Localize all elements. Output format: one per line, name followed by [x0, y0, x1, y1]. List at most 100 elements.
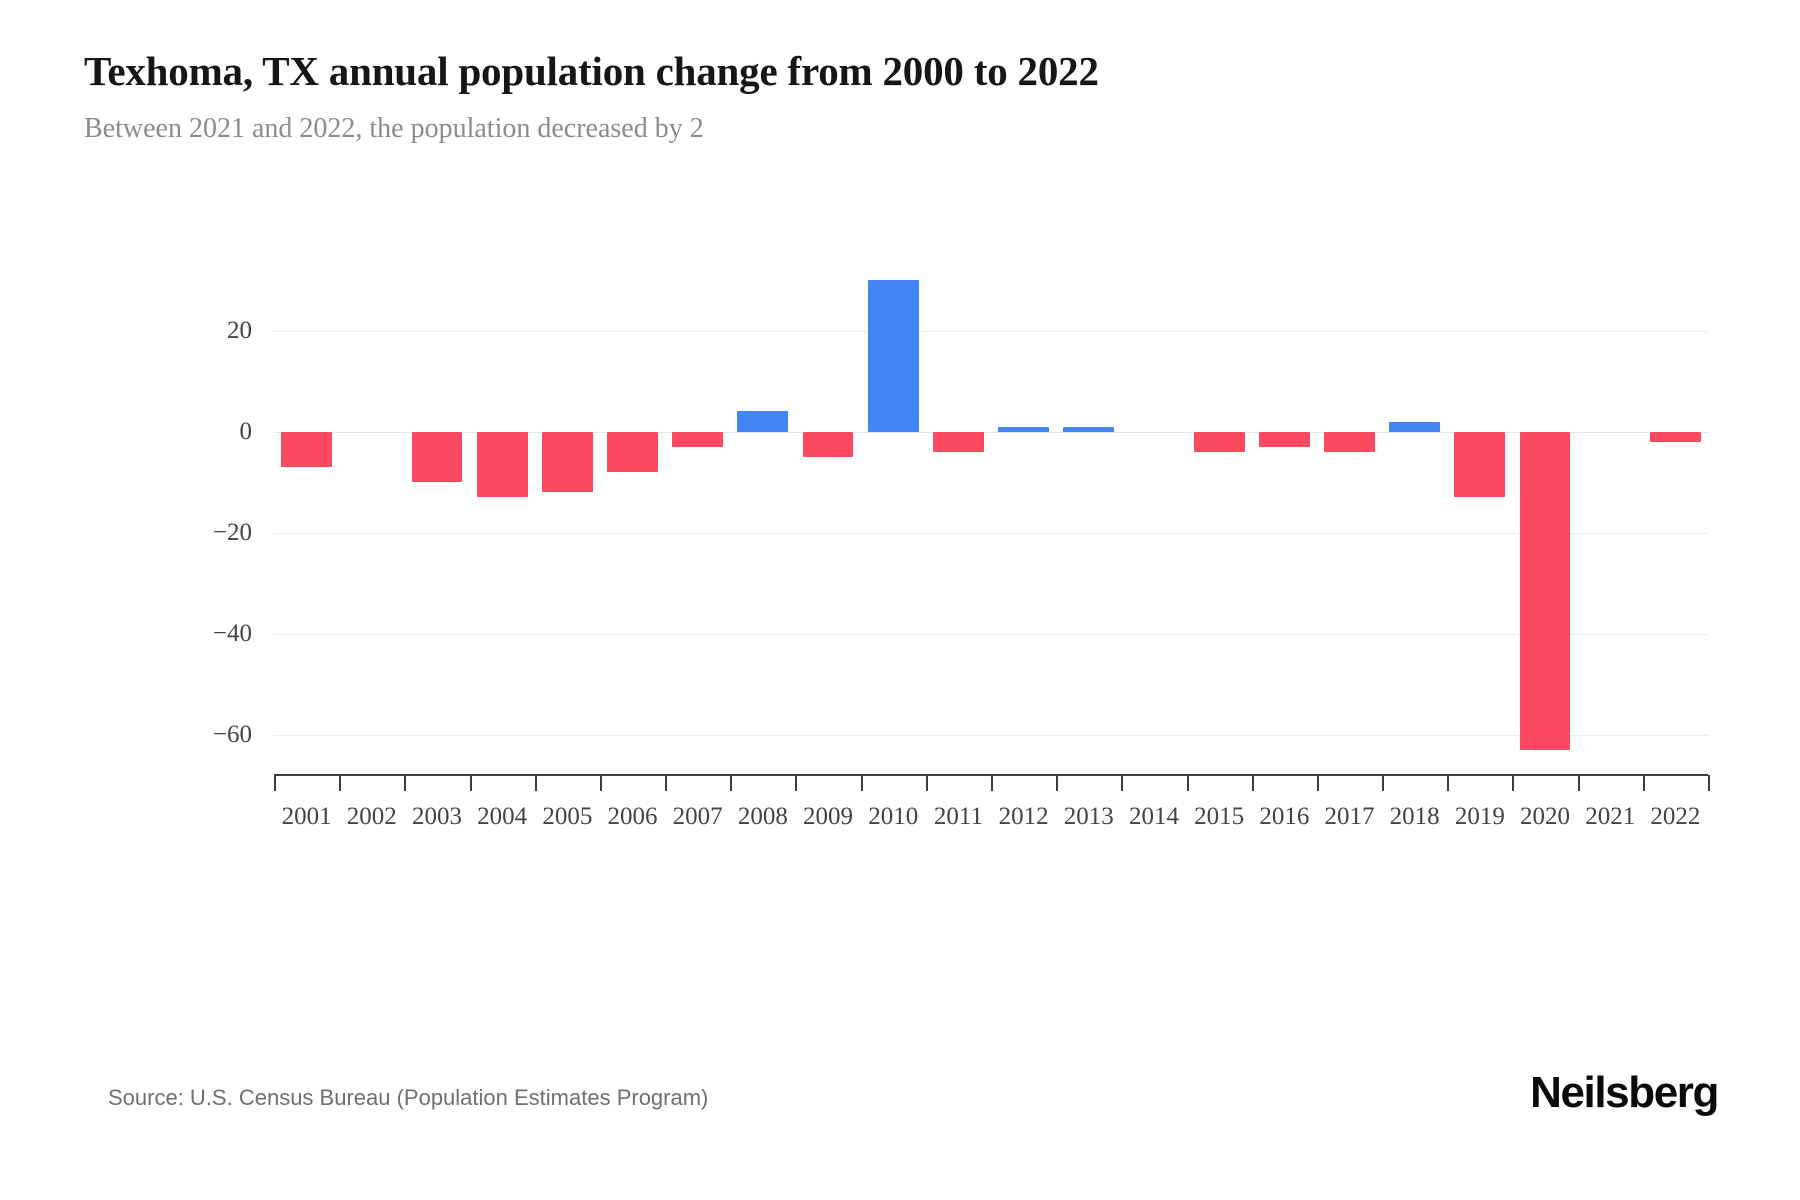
chart-container: 20 0 −20 −40 −60 2001 2002 2003 2004 2005 2006 200…	[84, 200, 1724, 900]
x-axis-tick-2014	[1121, 775, 1124, 791]
x-axis-label-2005: 2005	[542, 803, 593, 830]
bar-2015[interactable]	[1193, 431, 1245, 452]
bar-slot-2007	[665, 260, 730, 775]
x-axis-tick-end	[1708, 775, 1710, 791]
bar-2017[interactable]	[1324, 431, 1375, 452]
x-axis-tick-2004	[469, 775, 472, 791]
bar-2008[interactable]	[737, 411, 789, 432]
bar-2013[interactable]	[1063, 426, 1115, 432]
bar-slot-2008	[730, 260, 795, 775]
bar-slot-2014	[1121, 260, 1186, 775]
bar-2019[interactable]	[1454, 431, 1506, 498]
gridline-0	[274, 431, 1708, 433]
bar-2001[interactable]	[281, 431, 332, 467]
x-axis-label-2012: 2012	[998, 803, 1049, 830]
x-axis-tick-2013	[1056, 775, 1059, 791]
y-axis-label-0: 0	[239, 417, 253, 445]
bar-slot-2001	[274, 260, 339, 775]
x-axis-tick-2015	[1186, 775, 1189, 791]
x-axis-tick-2011	[925, 775, 928, 791]
x-axis-label-2019: 2019	[1454, 803, 1505, 830]
plot-area: 20 0 −20 −40 −60 2001 2002 2003 2004 2005 2006 200…	[213, 260, 1710, 830]
x-axis-label-2011: 2011	[933, 803, 983, 830]
x-axis-tick-2017	[1316, 775, 1319, 791]
bar-slot-2016	[1252, 260, 1317, 775]
x-axis-label-2006: 2006	[607, 803, 658, 830]
bar-2020[interactable]	[1519, 431, 1571, 750]
bar-2011[interactable]	[932, 431, 984, 452]
x-axis-tick-2009	[795, 775, 798, 791]
gridline--60	[274, 734, 1708, 736]
x-axis-tick-2016	[1251, 775, 1254, 791]
bar-slot-2009	[795, 260, 860, 775]
x-axis-label-2018: 2018	[1389, 803, 1440, 830]
x-axis-label-2015: 2015	[1194, 803, 1245, 830]
bar-2022[interactable]	[1649, 431, 1701, 442]
x-axis-label-2010: 2010	[868, 803, 919, 830]
bar-2006[interactable]	[607, 431, 658, 473]
x-axis-label-2014: 2014	[1128, 803, 1179, 830]
bars-group	[274, 260, 1708, 775]
x-axis-label-2001: 2001	[281, 803, 332, 830]
y-axis-label-20: 20	[227, 316, 252, 344]
bar-slot-2006	[600, 260, 665, 775]
x-axis-tick-2001	[274, 775, 276, 791]
bar-2009[interactable]	[802, 431, 854, 457]
page-title: Texhoma, TX annual population change fro…	[84, 48, 1099, 94]
bar-2018[interactable]	[1389, 421, 1441, 432]
x-axis-tick-2012	[991, 775, 993, 791]
bar-2005[interactable]	[541, 431, 593, 493]
x-axis-tick-2006	[599, 775, 602, 791]
x-axis-tick-2005	[534, 775, 537, 791]
x-axis-label-2021: 2021	[1585, 803, 1636, 830]
gridline--20	[274, 532, 1708, 534]
bar-slot-2015	[1187, 260, 1252, 775]
bar-slot-2005	[535, 260, 600, 775]
bar-slot-2010	[861, 260, 926, 775]
x-axis-tick-2018	[1382, 775, 1385, 791]
x-axis-label-2022: 2022	[1650, 803, 1701, 830]
chart-subtitle: Between 2021 and 2022, the population de…	[84, 113, 704, 145]
source-note: Source: U.S. Census Bureau (Population E…	[108, 1085, 709, 1110]
x-axis-label-2002: 2002	[346, 803, 397, 830]
bar-slot-2011	[926, 260, 991, 775]
bar-slot-2019	[1447, 260, 1512, 775]
x-axis-tick-2002	[339, 775, 342, 791]
bar-2016[interactable]	[1258, 431, 1310, 447]
bar-slot-2004	[470, 260, 535, 775]
bar-slot-2003	[404, 260, 469, 775]
x-axis-label-2003: 2003	[411, 803, 462, 830]
chart-header: Texhoma, TX annual population change fro…	[84, 48, 1724, 145]
x-axis-label-2007: 2007	[672, 803, 723, 830]
x-axis-tick-2019	[1447, 775, 1450, 791]
x-axis-label-2013: 2013	[1063, 803, 1114, 830]
bar-slot-2012	[991, 260, 1056, 775]
bar-2010[interactable]	[867, 280, 919, 432]
y-axis-label--60: −60	[212, 720, 252, 748]
x-axis-label-2017: 2017	[1324, 803, 1375, 830]
y-axis-label--40: −40	[212, 619, 252, 647]
bar-2007[interactable]	[672, 431, 724, 447]
x-axis-label-2004: 2004	[477, 803, 528, 830]
x-axis-tick-2010	[860, 775, 863, 791]
x-axis-tick-2020	[1512, 775, 1515, 791]
x-axis-label-2008: 2008	[737, 803, 788, 830]
bar-slot-2002	[339, 260, 404, 775]
bar-2012[interactable]	[998, 426, 1049, 432]
x-axis-tick-2008	[730, 775, 733, 791]
x-axis-label-2016: 2016	[1259, 803, 1310, 830]
y-axis-label--20: −20	[212, 518, 252, 546]
x-axis-tick-2003	[404, 775, 407, 791]
bar-slot-2022	[1643, 260, 1708, 775]
bar-2003[interactable]	[411, 431, 463, 483]
bar-slot-2017	[1317, 260, 1382, 775]
x-axis-label-2009: 2009	[803, 803, 854, 830]
x-axis-tick-2007	[665, 775, 668, 791]
bar-slot-2018	[1382, 260, 1447, 775]
bar-slot-2021	[1578, 260, 1643, 775]
x-axis-tick-2022	[1642, 775, 1645, 791]
x-axis-label-2020: 2020	[1520, 803, 1571, 830]
bar-2004[interactable]	[476, 431, 528, 498]
bar-slot-2013	[1056, 260, 1121, 775]
brand-logo: Neilsberg	[1530, 1068, 1719, 1117]
